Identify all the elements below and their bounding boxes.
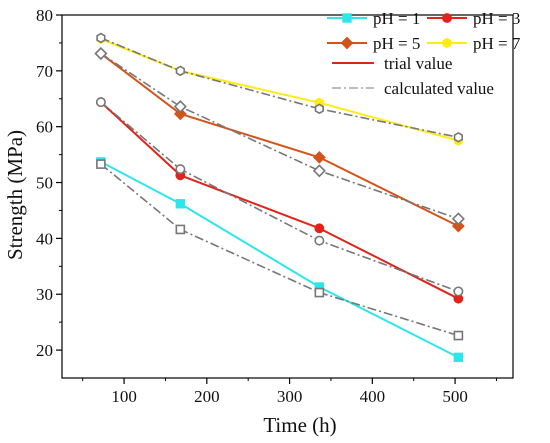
data-point-calculated-pH3-0 bbox=[95, 97, 106, 108]
legend-label-2: pH = 5 bbox=[373, 34, 420, 53]
data-point-calculated-pH1-3 bbox=[453, 330, 464, 341]
x-tick-label: 100 bbox=[111, 387, 137, 406]
data-point-calculated-pH5-3 bbox=[451, 212, 465, 226]
series-line-calculated-pH5 bbox=[100, 52, 459, 220]
x-tick-label: 200 bbox=[194, 387, 220, 406]
y-tick-label: 50 bbox=[36, 174, 53, 193]
legend-marker-2 bbox=[340, 36, 354, 50]
data-point-calculated-pH7-3 bbox=[453, 131, 463, 143]
series-markers bbox=[94, 32, 465, 363]
legend-label-1: pH = 3 bbox=[473, 9, 520, 28]
data-point-calculated-pH5-0 bbox=[94, 47, 108, 61]
y-tick-label: 80 bbox=[36, 6, 53, 25]
data-point-calculated-pH1-1 bbox=[175, 224, 186, 235]
plot-frame bbox=[61, 14, 514, 379]
legend-style-label-0: trial value bbox=[384, 54, 452, 73]
series-lines bbox=[100, 37, 459, 359]
data-point-calculated-pH5-1 bbox=[173, 100, 187, 114]
series-line-trial-pH3 bbox=[100, 101, 459, 300]
y-tick-label: 20 bbox=[36, 341, 53, 360]
data-point-calculated-pH1-0 bbox=[96, 159, 106, 169]
data-point-calculated-pH3-1 bbox=[175, 164, 186, 175]
legend-label-0: pH = 1 bbox=[373, 9, 420, 28]
data-point-trial-pH5-3 bbox=[452, 219, 465, 233]
x-axis-label: Time (h) bbox=[263, 413, 336, 437]
y-axis-label: Strength (MPa) bbox=[3, 130, 27, 260]
data-point-calculated-pH7-0 bbox=[96, 32, 106, 44]
data-point-calculated-pH7-2 bbox=[314, 103, 324, 115]
data-point-calculated-pH1-2 bbox=[314, 287, 325, 298]
series-line-trial-pH5 bbox=[100, 52, 459, 227]
y-tick-label: 60 bbox=[36, 118, 53, 137]
x-tick-label: 300 bbox=[277, 387, 303, 406]
y-tick-label: 30 bbox=[36, 285, 53, 304]
data-point-calculated-pH7-1 bbox=[175, 65, 185, 77]
data-point-trial-pH5-1 bbox=[173, 107, 187, 121]
y-tick-label: 70 bbox=[36, 62, 53, 81]
legend: pH = 1 pH = 3 pH = 5 pH = 7 trial value calcu… bbox=[327, 9, 521, 98]
series-line-trial-pH1 bbox=[100, 160, 459, 359]
series-line-calculated-pH1 bbox=[100, 163, 459, 337]
data-point-calculated-pH3-3 bbox=[453, 286, 464, 297]
data-point-trial-pH1-1 bbox=[175, 199, 186, 209]
data-point-calculated-pH5-2 bbox=[312, 164, 326, 178]
series-line-calculated-pH7 bbox=[100, 37, 459, 139]
legend-style-label-1: calculated value bbox=[384, 79, 494, 98]
legend-marker-3 bbox=[442, 37, 452, 49]
legend-label-3: pH = 7 bbox=[473, 34, 521, 53]
x-axis-ticks: 100 200 300 400 500 bbox=[82, 378, 497, 406]
legend-marker-1 bbox=[442, 13, 452, 23]
series-line-calculated-pH3 bbox=[100, 101, 459, 293]
y-tick-label: 40 bbox=[36, 229, 53, 248]
series-line-trial-pH7 bbox=[100, 38, 459, 142]
data-point-trial-pH5-2 bbox=[312, 151, 326, 164]
y-axis-ticks: 20 30 40 50 60 70 80 bbox=[36, 6, 62, 360]
data-point-trial-pH1-3 bbox=[453, 352, 464, 363]
plot-border bbox=[61, 14, 514, 379]
x-tick-label: 500 bbox=[442, 387, 468, 406]
legend-marker-0 bbox=[342, 13, 352, 23]
x-tick-label: 400 bbox=[360, 387, 386, 406]
data-point-calculated-pH3-2 bbox=[314, 235, 325, 246]
data-point-trial-pH3-2 bbox=[314, 223, 325, 234]
